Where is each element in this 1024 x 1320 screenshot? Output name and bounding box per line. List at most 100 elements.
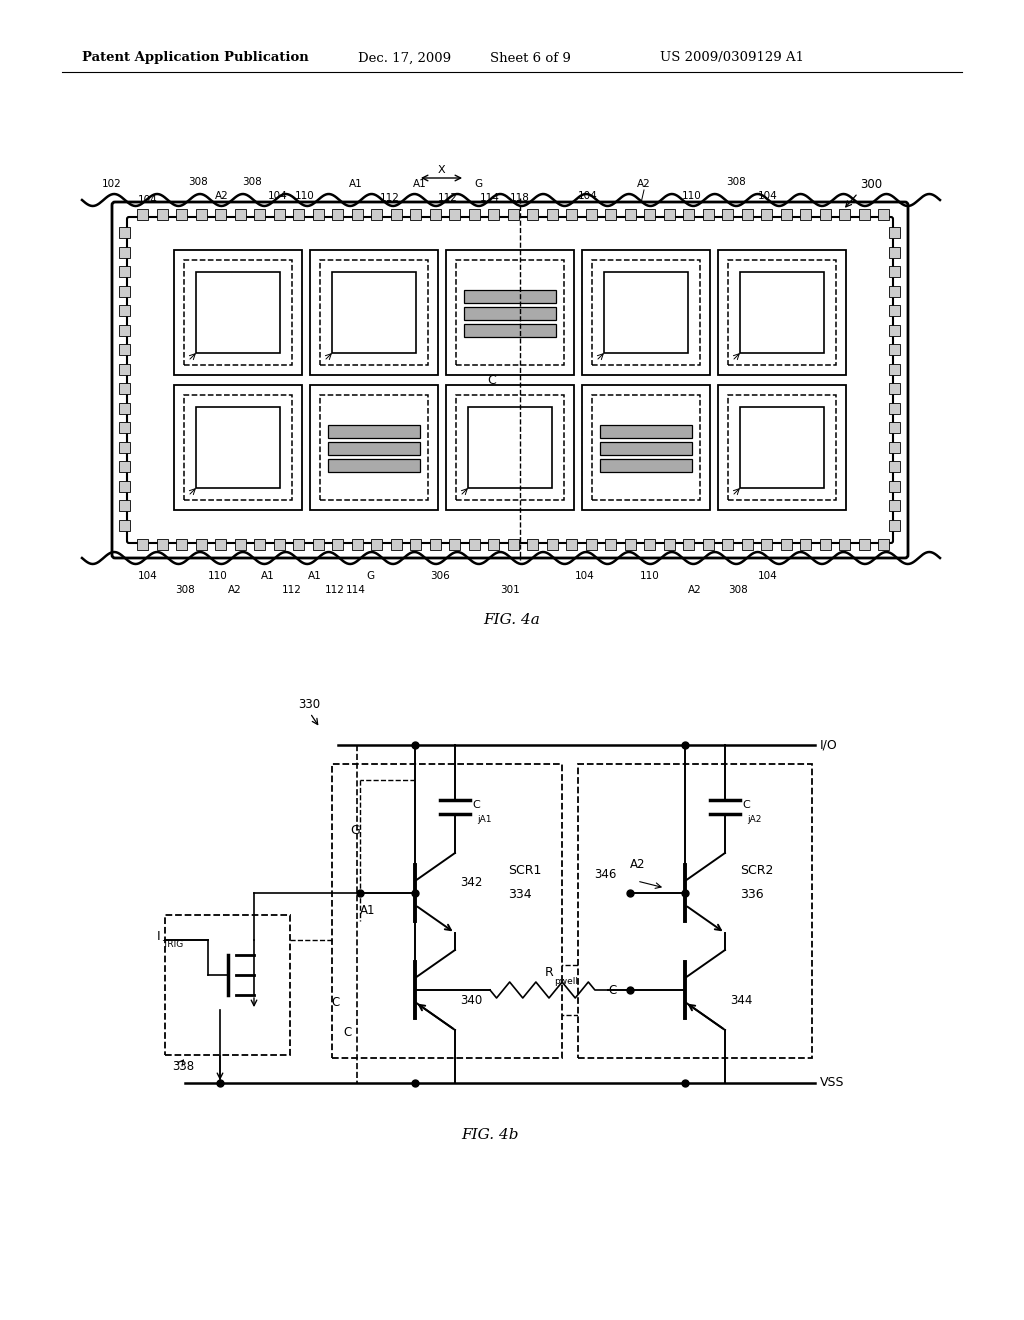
Text: 104: 104 — [579, 191, 598, 201]
Text: 300: 300 — [860, 178, 882, 191]
Bar — [410, 539, 421, 550]
Text: X: X — [437, 165, 445, 176]
Text: C: C — [332, 995, 340, 1008]
Bar — [446, 385, 574, 510]
Bar — [469, 209, 479, 220]
Text: 308: 308 — [175, 585, 195, 595]
Text: Patent Application Publication: Patent Application Publication — [82, 51, 309, 65]
Bar — [592, 260, 700, 366]
Text: 334: 334 — [508, 888, 531, 902]
Text: A2: A2 — [630, 858, 645, 871]
Bar — [310, 249, 438, 375]
Bar — [319, 260, 428, 366]
Bar — [449, 539, 460, 550]
Text: A1: A1 — [261, 572, 274, 581]
Bar — [165, 915, 290, 1055]
Text: A1: A1 — [308, 572, 322, 581]
Bar — [371, 209, 382, 220]
Bar — [429, 539, 440, 550]
Text: 342: 342 — [460, 876, 482, 890]
Bar — [592, 395, 700, 500]
Bar — [429, 209, 440, 220]
Bar — [600, 459, 692, 473]
Bar — [464, 323, 556, 337]
Bar — [889, 480, 900, 491]
Bar — [464, 308, 556, 319]
Bar — [889, 363, 900, 375]
Text: C: C — [344, 1026, 352, 1039]
Bar — [328, 425, 420, 438]
Bar — [310, 385, 438, 510]
Bar — [508, 209, 518, 220]
Bar — [527, 209, 538, 220]
Bar — [605, 209, 616, 220]
Bar — [174, 385, 302, 510]
Bar — [319, 395, 428, 500]
Text: 114: 114 — [346, 585, 366, 595]
Bar — [527, 539, 538, 550]
Bar — [839, 209, 850, 220]
Text: 112: 112 — [282, 585, 302, 595]
Bar — [683, 539, 694, 550]
Bar — [119, 325, 130, 335]
Text: 110: 110 — [640, 572, 659, 581]
Bar — [761, 539, 772, 550]
Bar — [312, 539, 324, 550]
Bar — [839, 539, 850, 550]
Text: 330: 330 — [298, 698, 321, 711]
Bar — [157, 539, 168, 550]
Bar — [889, 383, 900, 393]
Bar — [508, 539, 518, 550]
Text: US 2009/0309129 A1: US 2009/0309129 A1 — [660, 51, 804, 65]
Text: SCR2: SCR2 — [740, 863, 773, 876]
Bar — [371, 539, 382, 550]
Bar — [664, 209, 675, 220]
Bar — [137, 539, 148, 550]
Text: 340: 340 — [460, 994, 482, 1006]
Bar — [582, 385, 710, 510]
FancyBboxPatch shape — [127, 216, 893, 543]
Text: 118: 118 — [510, 193, 530, 203]
Text: 344: 344 — [730, 994, 753, 1006]
Bar — [604, 272, 688, 352]
Text: 308: 308 — [188, 177, 208, 187]
Bar — [273, 539, 285, 550]
Text: A2: A2 — [228, 585, 242, 595]
Bar — [176, 209, 187, 220]
Bar — [566, 209, 577, 220]
Text: TRIG: TRIG — [162, 940, 183, 949]
Text: 112: 112 — [438, 193, 458, 203]
Text: C: C — [487, 374, 497, 387]
Text: 104: 104 — [268, 191, 288, 201]
Bar — [137, 209, 148, 220]
Text: 114: 114 — [480, 193, 500, 203]
Bar — [469, 539, 479, 550]
Bar — [889, 285, 900, 297]
Bar — [119, 441, 130, 453]
Bar — [119, 267, 130, 277]
Bar — [625, 209, 636, 220]
Bar — [332, 764, 562, 1059]
Bar — [566, 539, 577, 550]
Bar — [889, 520, 900, 531]
Bar — [625, 539, 636, 550]
Text: jA2: jA2 — [746, 814, 762, 824]
Bar — [761, 209, 772, 220]
Text: 301: 301 — [500, 585, 520, 595]
Bar — [878, 209, 889, 220]
Text: 336: 336 — [740, 888, 764, 902]
Bar — [119, 500, 130, 511]
Bar — [410, 209, 421, 220]
Bar — [578, 764, 812, 1059]
Bar — [332, 539, 343, 550]
Bar — [234, 209, 246, 220]
FancyBboxPatch shape — [112, 202, 908, 558]
Text: 346: 346 — [595, 869, 617, 882]
Text: SCR1: SCR1 — [508, 863, 542, 876]
Bar — [196, 272, 280, 352]
Text: 102: 102 — [102, 180, 122, 189]
Bar — [586, 209, 597, 220]
Bar — [119, 383, 130, 393]
Bar — [683, 209, 694, 220]
Text: pwell: pwell — [554, 977, 578, 986]
